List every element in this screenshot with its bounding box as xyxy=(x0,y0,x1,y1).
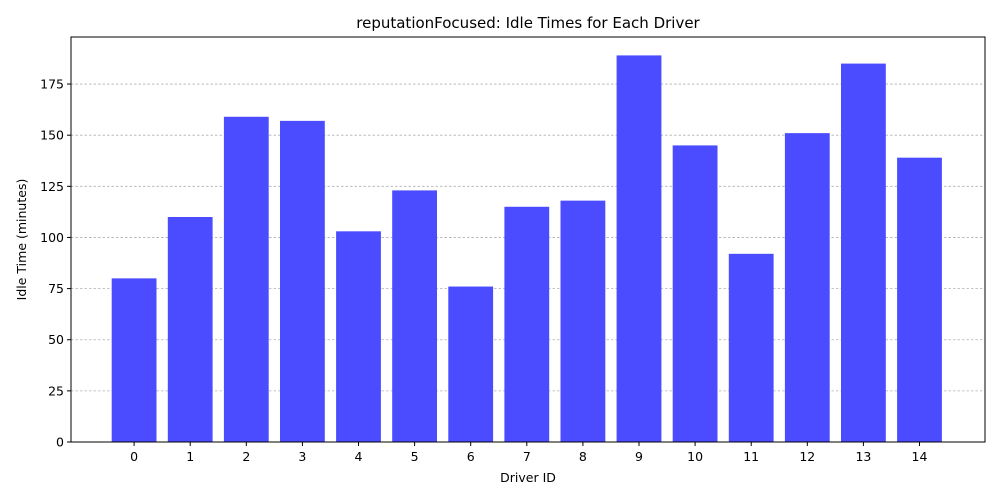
x-axis-label: Driver ID xyxy=(500,470,556,485)
x-axis: 0 1 2 3 4 5 6 7 8 9 10 11 12 13 14 xyxy=(130,442,927,464)
x-tick-label: 1 xyxy=(186,449,194,464)
x-tick-label: 12 xyxy=(799,449,815,464)
x-tick-label: 3 xyxy=(298,449,306,464)
bar-driver-14 xyxy=(897,157,942,442)
y-tick-label: 125 xyxy=(40,179,64,194)
bars xyxy=(111,55,942,443)
bar-driver-2 xyxy=(223,116,269,442)
x-tick-label: 7 xyxy=(523,449,531,464)
bar-driver-9 xyxy=(616,55,662,443)
x-tick-label: 9 xyxy=(635,449,643,464)
y-tick-label: 75 xyxy=(48,281,64,296)
x-tick-label: 14 xyxy=(912,449,928,464)
x-tick-label: 5 xyxy=(411,449,419,464)
bar-driver-7 xyxy=(504,206,550,442)
y-axis: 0 25 50 75 100 125 150 175 xyxy=(40,77,71,450)
bar-driver-8 xyxy=(560,200,606,442)
x-tick-label: 11 xyxy=(743,449,759,464)
bar-driver-3 xyxy=(280,120,325,442)
bar-driver-1 xyxy=(167,217,213,442)
x-tick-label: 0 xyxy=(130,449,138,464)
y-tick-label: 150 xyxy=(40,128,64,143)
x-tick-label: 4 xyxy=(355,449,363,464)
bar-driver-5 xyxy=(392,190,437,442)
bar-driver-13 xyxy=(841,63,886,442)
y-axis-label: Idle Time (minutes) xyxy=(14,179,29,301)
chart-title: reputationFocused: Idle Times for Each D… xyxy=(356,14,700,32)
y-tick-label: 175 xyxy=(40,77,64,92)
x-tick-label: 10 xyxy=(687,449,703,464)
y-tick-label: 25 xyxy=(48,383,64,398)
bar-driver-10 xyxy=(672,145,718,442)
bar-driver-0 xyxy=(111,278,157,442)
x-tick-label: 2 xyxy=(242,449,250,464)
x-tick-label: 8 xyxy=(579,449,587,464)
bar-driver-6 xyxy=(448,286,494,442)
x-tick-label: 6 xyxy=(467,449,475,464)
y-tick-label: 100 xyxy=(40,230,64,245)
bar-driver-11 xyxy=(728,253,774,442)
y-tick-label: 0 xyxy=(56,435,64,450)
y-tick-label: 50 xyxy=(48,332,64,347)
plot-frame xyxy=(70,36,986,443)
bar-driver-4 xyxy=(336,231,381,442)
bar-driver-12 xyxy=(784,133,830,443)
x-tick-label: 13 xyxy=(855,449,871,464)
